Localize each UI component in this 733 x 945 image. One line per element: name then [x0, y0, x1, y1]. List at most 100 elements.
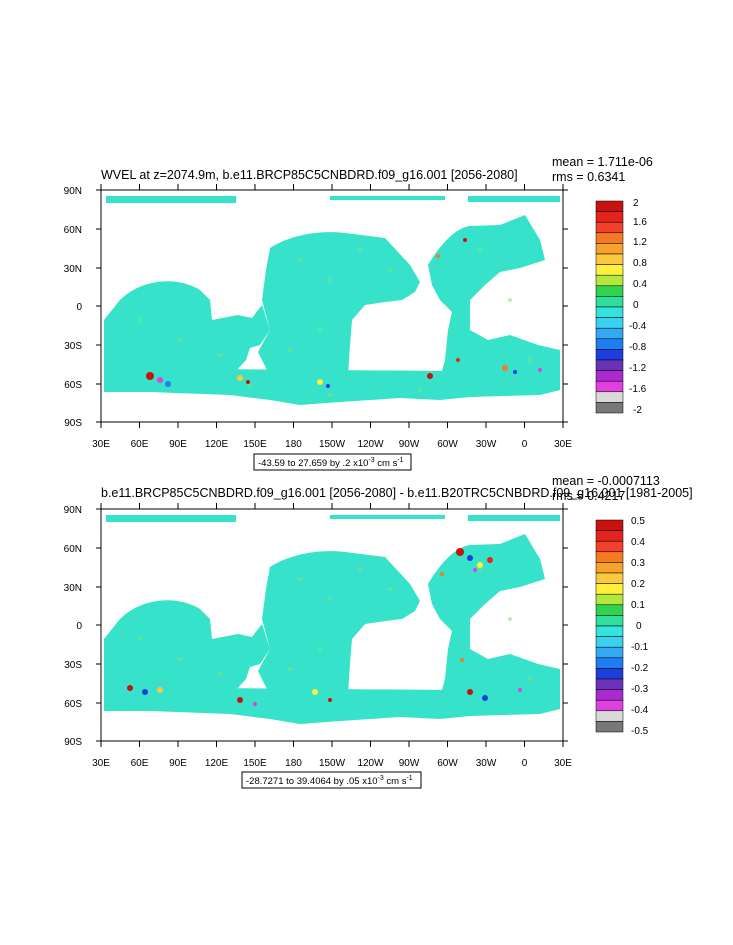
panel-2-colorbar-label: -0.2	[631, 663, 649, 674]
panel-1-colorbar-label: -2	[633, 405, 642, 416]
colorbar-swatch	[595, 710, 624, 722]
colorbar-swatch	[595, 530, 624, 542]
panel-1-y-tick-label: 60N	[64, 225, 82, 236]
panel-1-x-tick-label: 150E	[243, 439, 267, 450]
colorbar-swatch	[595, 338, 624, 350]
panel-1-map: 90N 60N 30N 0 30S 60S 90S 30E 60E 90E 12…	[64, 184, 572, 450]
panel-1-y-tick-label: 60S	[64, 380, 82, 391]
panel-1-y-tick-label: 0	[76, 302, 82, 313]
panel-1-x-tick-label: 0	[522, 439, 528, 450]
panel-1-y-tick-label: 30N	[64, 264, 82, 275]
panel-2-x-tick-label: 150E	[243, 758, 267, 769]
panel-2-x-tick-label: 90E	[169, 758, 187, 769]
panel-1-x-tick-label: 90E	[169, 439, 187, 450]
panel-1-colorbar-label: 1.2	[633, 237, 647, 248]
colorbar-swatch	[595, 264, 624, 276]
panel-1-ticks	[96, 184, 568, 428]
svg-text:-28.7271 to 39.4064 by .05 x10: -28.7271 to 39.4064 by .05 x10-3 cm s-1	[246, 775, 413, 787]
panel-2: mean = -0.0007113 rms = 0.4217 b.e11.BRC…	[64, 474, 693, 789]
panel-1-range-unit: cm s	[375, 458, 398, 469]
colorbar-swatch	[595, 625, 624, 637]
panel-2-y-tick-label: 30N	[64, 583, 82, 594]
colorbar-swatch	[595, 699, 624, 712]
panel-2-colorbar-label: 0.2	[631, 579, 645, 590]
panel-1-mean: mean = 1.711e-06	[552, 155, 653, 169]
panel-1-indian-ocean	[104, 281, 270, 372]
panel-2-y-tick-label: 90N	[64, 505, 82, 516]
panel-2-y-tick-label: 60S	[64, 699, 82, 710]
panel-1-colorbar-label: 0.4	[633, 279, 647, 290]
panel-2-mean: mean = -0.0007113	[552, 474, 660, 488]
panel-2-ticks	[96, 503, 568, 747]
colorbar-swatch	[595, 562, 624, 574]
colorbar-swatch	[595, 391, 624, 403]
colorbar-swatch	[595, 604, 624, 616]
panel-1-x-tick-label: 180	[285, 439, 302, 450]
panel-2-y-tick-label: 0	[76, 621, 82, 632]
panel-1-x-tick-label: 30E	[92, 439, 110, 450]
colorbar-swatch	[595, 540, 624, 553]
panel-2-x-tick-labels: 30E 60E 90E 120E 150E 180 150W 120W 90W …	[92, 758, 572, 769]
panel-1-atlantic	[428, 215, 560, 388]
panel-2-colorbar-label: -0.1	[631, 642, 649, 653]
panel-2-texture	[138, 567, 532, 681]
colorbar-swatch	[595, 253, 624, 265]
svg-text:-43.59 to 27.659 by .2 x10-3 c: -43.59 to 27.659 by .2 x10-3 cm s-1	[258, 457, 404, 469]
panel-2-colorbar-label: 0.5	[631, 516, 645, 527]
panel-1-colorbar-label: 0.8	[633, 258, 647, 269]
panel-2-x-tick-label: 30E	[554, 758, 572, 769]
panel-2-colorbar-label: -0.4	[631, 705, 649, 716]
panel-2-x-tick-label: 30E	[92, 758, 110, 769]
panel-2-y-tick-labels: 90N 60N 30N 0 30S 60S 90S	[64, 505, 83, 748]
colorbar-swatch	[595, 243, 624, 255]
panel-2-x-tick-label: 90W	[399, 758, 420, 769]
panel-1-x-tick-label: 150W	[319, 439, 346, 450]
panel-1-colorbar-label: -1.6	[629, 384, 647, 395]
panel-1-x-tick-label: 90W	[399, 439, 420, 450]
panel-2-x-tick-label: 60E	[131, 758, 149, 769]
panel-2-map: 90N 60N 30N 0 30S 60S 90S 30E 60E 90E 12…	[64, 503, 572, 769]
panel-2-colorbar-labels: 0.5 0.4 0.3 0.2 0.1 0 -0.1 -0.2 -0.3 -0.…	[631, 516, 649, 737]
panel-2-atlantic	[428, 534, 560, 707]
panel-2-indian-ocean	[104, 600, 270, 691]
colorbar-swatch	[595, 327, 624, 340]
colorbar-swatch	[595, 636, 624, 648]
panel-2-colorbar	[595, 519, 624, 733]
panel-1-colorbar	[595, 200, 624, 414]
panel-1-x-tick-label: 60E	[131, 439, 149, 450]
panel-1: WVEL at z=2074.9m, b.e11.BRCP85C5CNBDRD.…	[64, 155, 653, 471]
colorbar-swatch	[595, 349, 624, 361]
panel-2-y-tick-label: 90S	[64, 737, 82, 748]
panel-2-range-text: -28.7271 to 39.4064 by .05 x10	[246, 776, 378, 787]
panel-2-range-box: -28.7271 to 39.4064 by .05 x10-3 cm s-1	[241, 771, 422, 789]
panel-2-x-tick-label: 120E	[205, 758, 229, 769]
panel-1-colorbar-label: 0	[633, 300, 639, 311]
panel-2-range-unit-exp: -1	[406, 775, 412, 782]
panel-1-southern-ocean	[104, 368, 560, 405]
colorbar-swatch	[595, 519, 624, 531]
colorbar-swatch	[595, 551, 624, 563]
colorbar-swatch	[595, 657, 624, 669]
panel-2-rms: rms = 0.4217	[552, 489, 625, 503]
panel-1-texture	[138, 248, 532, 397]
panel-1-colorbar-labels: 2 1.6 1.2 0.8 0.4 0 -0.4 -0.8 -1.2 -1.6 …	[629, 198, 647, 416]
colorbar-swatch	[595, 646, 624, 659]
panel-1-title: WVEL at z=2074.9m, b.e11.BRCP85C5CNBDRD.…	[101, 168, 518, 182]
panel-1-colorbar-label: -1.2	[629, 363, 647, 374]
panel-1-y-tick-label: 90N	[64, 186, 82, 197]
panel-2-y-tick-label: 30S	[64, 660, 82, 671]
panel-2-title: b.e11.BRCP85C5CNBDRD.f09_g16.001 [2056-2…	[101, 486, 693, 500]
panel-2-x-tick-label: 180	[285, 758, 302, 769]
panel-1-y-tick-labels: 90N 60N 30N 0 30S 60S 90S	[64, 186, 83, 429]
panel-2-colorbar-label: -0.3	[631, 684, 649, 695]
panel-1-x-tick-label: 30W	[476, 439, 497, 450]
panel-1-colorbar-label: 1.6	[633, 217, 647, 228]
panel-1-rms: rms = 0.6341	[552, 170, 625, 184]
panel-2-colorbar-label: 0.1	[631, 600, 645, 611]
colorbar-swatch	[595, 572, 624, 584]
colorbar-swatch	[595, 583, 624, 595]
panel-1-x-tick-labels: 30E 60E 90E 120E 150E 180 150W 120W 90W …	[92, 439, 572, 450]
panel-1-range-text: -43.59 to 27.659 by .2 x10	[258, 458, 368, 469]
panel-1-x-tick-label: 120W	[357, 439, 384, 450]
